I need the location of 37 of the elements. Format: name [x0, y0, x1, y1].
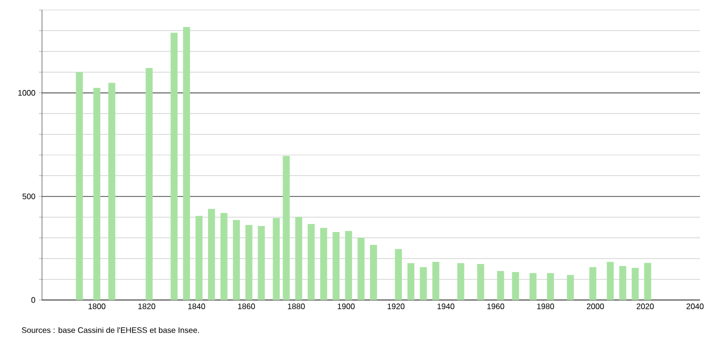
- bar: [196, 216, 203, 300]
- bar: [308, 224, 315, 300]
- bar: [93, 88, 100, 300]
- bar: [432, 262, 440, 300]
- bar: [644, 262, 652, 300]
- bar: [220, 213, 228, 300]
- bar: [272, 218, 280, 300]
- bar: [512, 272, 520, 300]
- bar: [566, 274, 574, 300]
- bar: [546, 273, 554, 300]
- bar: [530, 273, 537, 300]
- bar: [345, 231, 352, 300]
- bar: [606, 262, 614, 300]
- bar: [370, 244, 377, 300]
- bar: [183, 26, 190, 300]
- bar: [282, 156, 290, 300]
- bar: [232, 220, 240, 300]
- bar: [394, 249, 402, 300]
- bar: [457, 263, 464, 300]
- bar: [146, 68, 153, 300]
- bar: [76, 72, 83, 300]
- bar: [407, 263, 414, 300]
- bar: [170, 32, 178, 300]
- bar: [208, 208, 215, 300]
- bar: [420, 267, 427, 300]
- bar: [108, 82, 116, 300]
- bar: [358, 238, 365, 300]
- bar: [589, 267, 596, 300]
- bar: [320, 228, 328, 300]
- bar: [477, 264, 484, 300]
- bar: [245, 225, 252, 300]
- bar: [619, 266, 626, 300]
- bar: [632, 268, 639, 300]
- bar: [497, 271, 504, 300]
- bar: [332, 232, 340, 300]
- bar: [295, 216, 302, 300]
- bar: [258, 226, 265, 300]
